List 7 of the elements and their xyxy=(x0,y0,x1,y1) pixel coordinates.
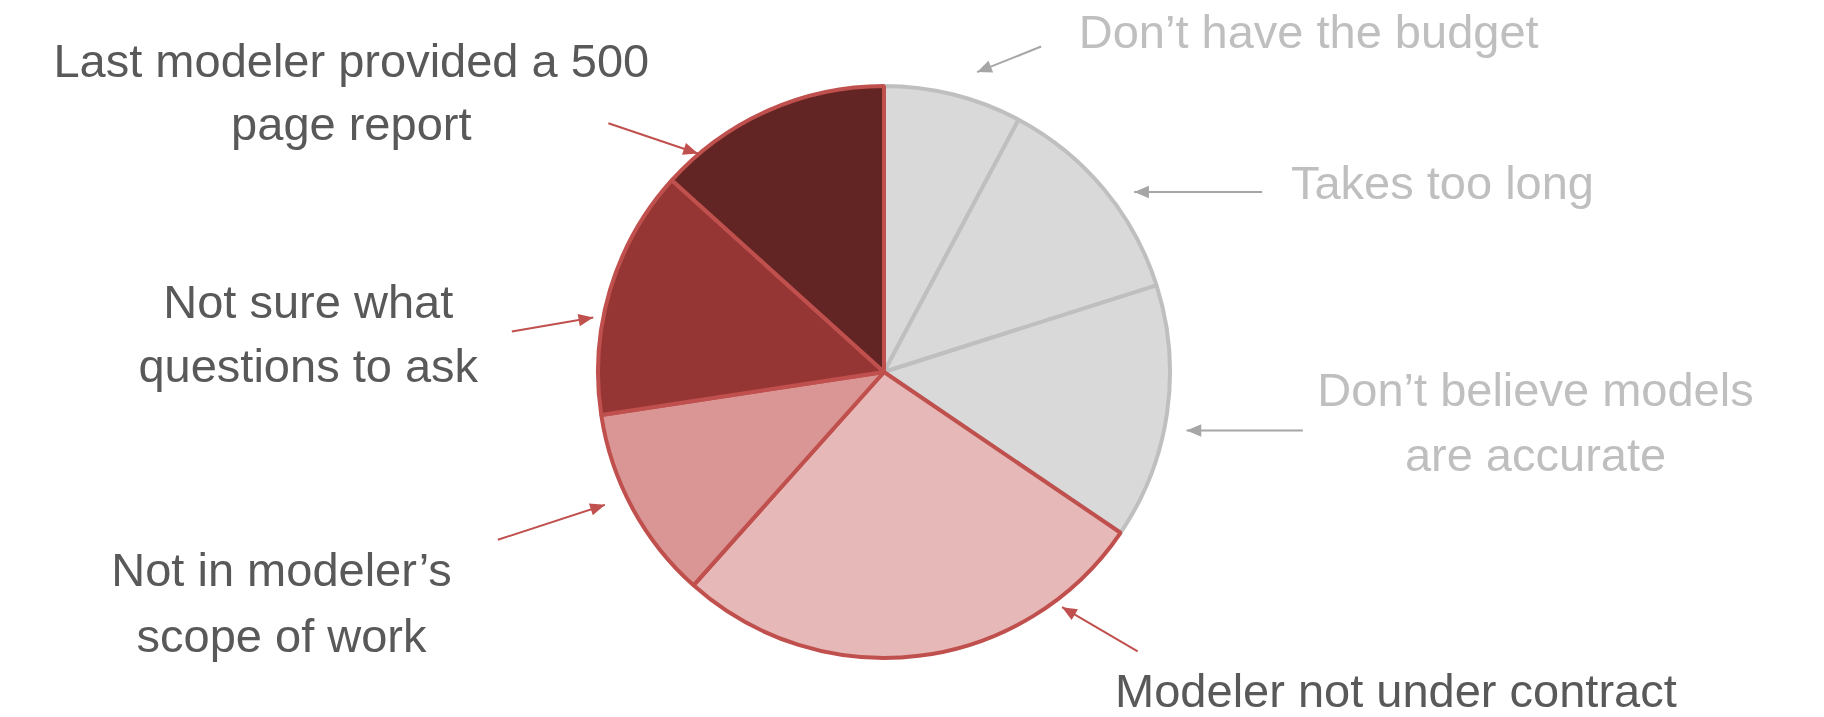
slice-label: Not sure what questions to ask xyxy=(138,274,479,392)
slice-label: Don’t have the budget xyxy=(1078,4,1539,58)
slice-label: Modeler not under contract xyxy=(1115,664,1677,717)
slice-label: Not in modeler’s scope of work xyxy=(111,543,452,662)
slice-label: Takes too long xyxy=(1290,156,1594,210)
slice-label: Don’t believe models are accurate xyxy=(1317,363,1754,482)
slice-label: Last modeler provided a 500 page report xyxy=(53,33,650,150)
